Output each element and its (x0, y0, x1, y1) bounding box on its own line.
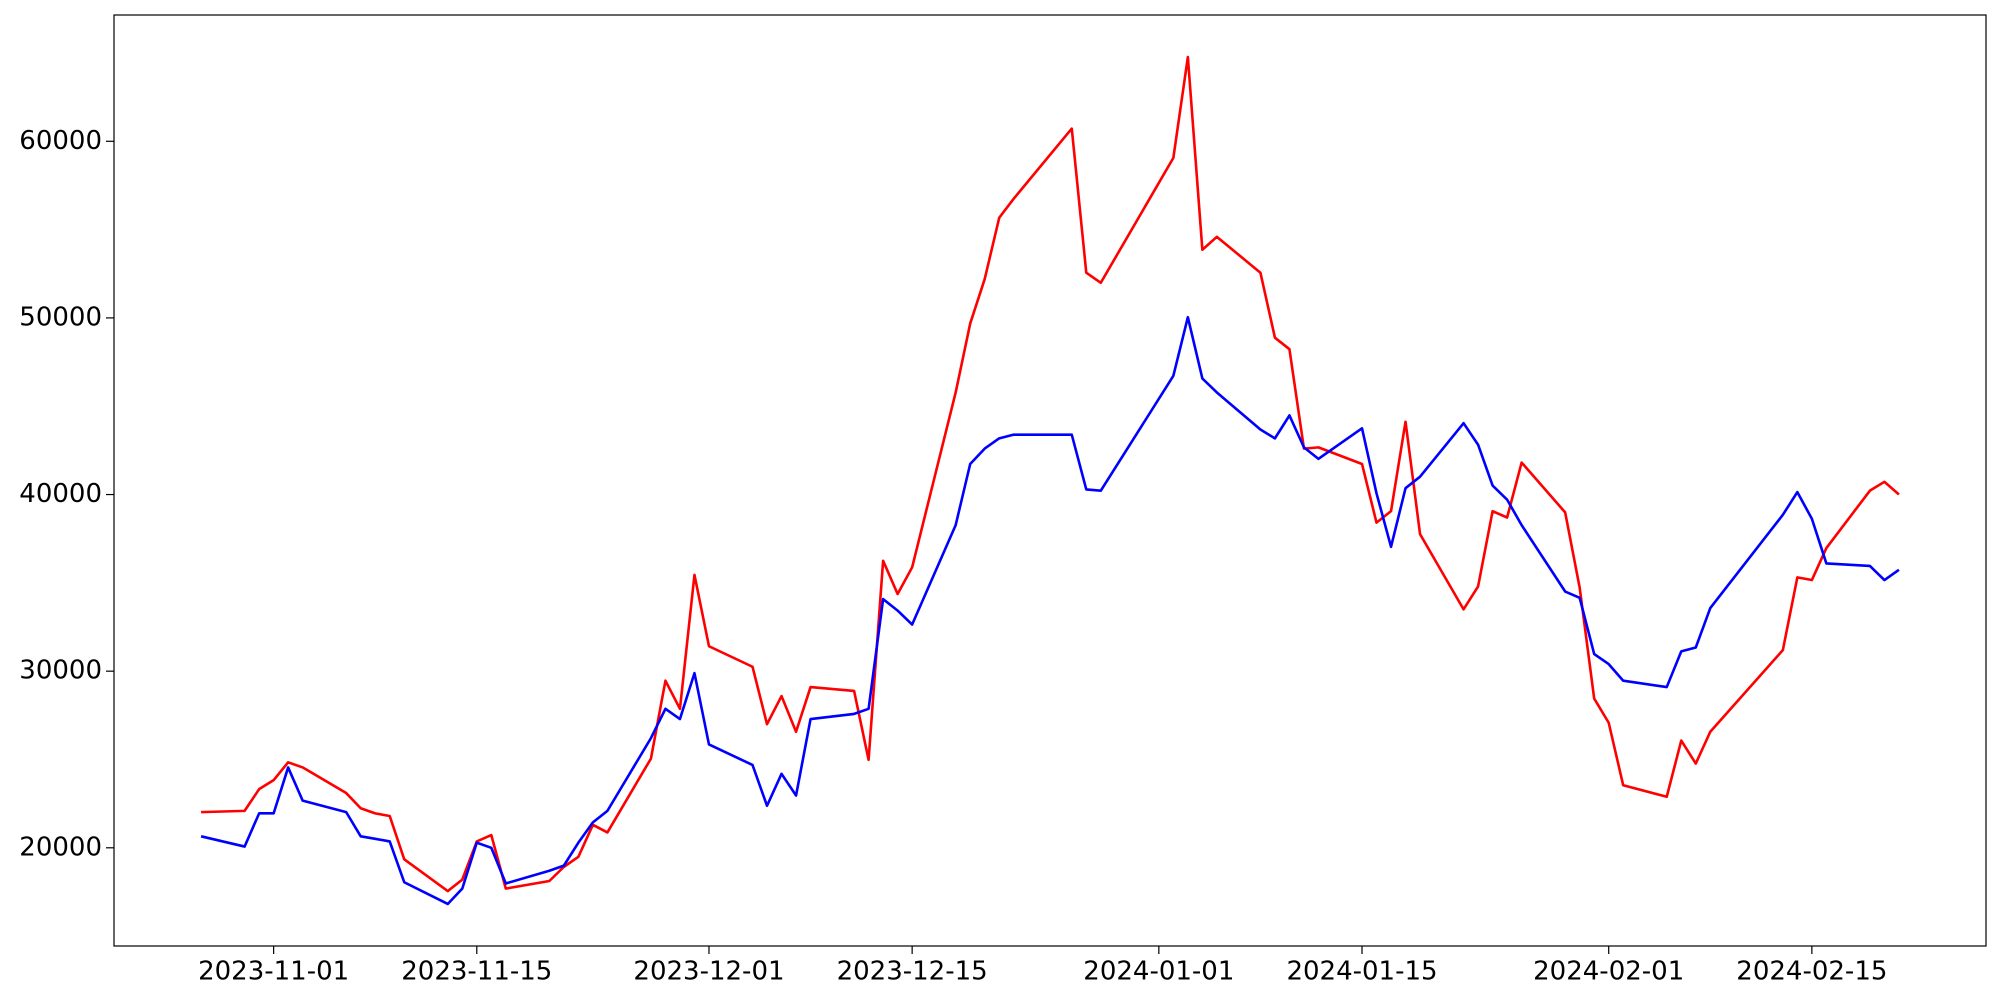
x-tick-label: 2023-11-01 (198, 957, 349, 987)
y-tick-label: 20000 (19, 832, 102, 862)
series-line (200, 315, 1900, 906)
x-tick-label: 2023-12-01 (633, 957, 784, 987)
x-tick-label: 2023-12-15 (837, 957, 988, 987)
y-tick-label: 50000 (19, 302, 102, 332)
x-tick-label: 2023-11-15 (401, 957, 552, 987)
x-tick-label: 2024-02-15 (1736, 957, 1887, 987)
y-tick-label: 40000 (19, 479, 102, 509)
x-tick-label: 2024-01-01 (1083, 957, 1234, 987)
plot-frame (113, 14, 1987, 947)
y-tick-label: 30000 (19, 656, 102, 686)
x-tick-label: 2024-01-15 (1286, 957, 1437, 987)
y-tick-label: 60000 (19, 126, 102, 156)
x-tick-label: 2024-02-01 (1533, 957, 1684, 987)
